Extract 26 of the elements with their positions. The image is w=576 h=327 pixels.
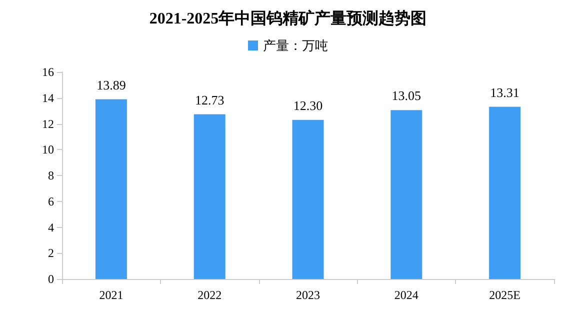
- bar: [489, 106, 521, 279]
- data-label: 12.73: [194, 92, 224, 108]
- x-tick-label: 2023: [296, 288, 320, 302]
- y-tick-label: 8: [48, 168, 54, 182]
- x-tick-label: 2022: [198, 288, 222, 302]
- y-tick-label: 6: [48, 194, 54, 208]
- y-tick-label: 0: [48, 272, 54, 286]
- y-tick-label: 10: [42, 142, 54, 157]
- data-label: 12.30: [293, 98, 323, 113]
- legend-label: 产量：万吨: [263, 38, 328, 53]
- bar: [390, 110, 422, 279]
- y-tick-label: 12: [42, 116, 54, 131]
- bar: [292, 120, 324, 279]
- bar: [95, 99, 127, 279]
- data-label: 13.89: [96, 77, 126, 92]
- data-label: 13.31: [490, 84, 520, 100]
- x-tick-label: 2021: [99, 288, 124, 302]
- x-tick-label: 2024: [394, 288, 418, 302]
- data-label: 13.05: [392, 88, 422, 104]
- chart-title: 2021-2025年中国钨精矿产量预测趋势图: [149, 10, 427, 28]
- bar: [194, 114, 226, 279]
- y-tick-label: 2: [48, 246, 54, 260]
- y-tick-label: 14: [42, 90, 54, 105]
- x-tick-label: 2025E: [489, 288, 520, 302]
- y-tick-label: 16: [42, 65, 54, 79]
- y-tick-label: 4: [48, 220, 54, 234]
